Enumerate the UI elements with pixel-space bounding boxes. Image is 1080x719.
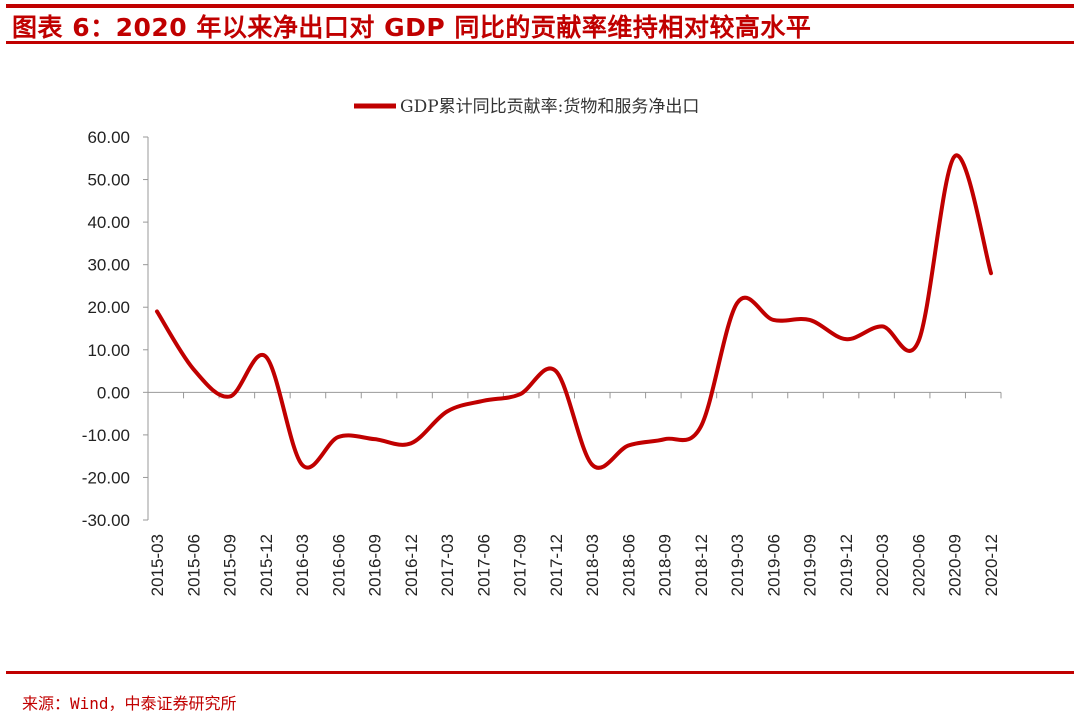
x-tick-label: 2018-09 bbox=[656, 534, 675, 596]
x-tick-label: 2016-06 bbox=[329, 534, 348, 596]
x-tick-label: 2017-06 bbox=[474, 534, 493, 596]
x-tick-label: 2016-09 bbox=[366, 534, 385, 596]
x-tick-label: 2015-09 bbox=[221, 534, 240, 596]
x-tick-label: 2017-12 bbox=[547, 534, 566, 596]
y-tick-label: 50.00 bbox=[87, 171, 130, 190]
x-tick-label: 2019-09 bbox=[801, 534, 820, 596]
y-tick-label: -10.00 bbox=[82, 426, 130, 445]
y-tick-label: 60.00 bbox=[87, 128, 130, 147]
y-tick-label: -30.00 bbox=[82, 511, 130, 530]
x-tick-label: 2019-12 bbox=[837, 534, 856, 596]
x-tick-label: 2016-03 bbox=[293, 534, 312, 596]
x-tick-label: 2019-06 bbox=[764, 534, 783, 596]
footer-rule bbox=[6, 671, 1074, 674]
x-tick-label: 2017-09 bbox=[511, 534, 530, 596]
x-tick-label: 2018-06 bbox=[619, 534, 638, 596]
title-top-rule bbox=[6, 4, 1074, 8]
y-tick-label: 30.00 bbox=[87, 256, 130, 275]
x-tick-label: 2017-03 bbox=[438, 534, 457, 596]
series-line bbox=[155, 153, 993, 470]
x-tick-label: 2015-12 bbox=[257, 534, 276, 596]
x-tick-label: 2020-03 bbox=[873, 534, 892, 596]
y-tick-label: -20.00 bbox=[82, 468, 130, 487]
figure-title: 图表 6：2020 年以来净出口对 GDP 同比的贡献率维持相对较高水平 bbox=[12, 13, 812, 42]
x-tick-label: 2018-12 bbox=[692, 534, 711, 596]
x-tick-label: 2018-03 bbox=[583, 534, 602, 596]
y-tick-label: 10.00 bbox=[87, 341, 130, 360]
legend-label: GDP累计同比贡献率:货物和服务净出口 bbox=[400, 97, 699, 117]
y-tick-label: 20.00 bbox=[87, 298, 130, 317]
x-tick-label: 2020-09 bbox=[946, 534, 965, 596]
title-bottom-rule bbox=[6, 41, 1074, 44]
x-tick-label: 2015-03 bbox=[148, 534, 167, 596]
x-tick-label: 2020-12 bbox=[982, 534, 1001, 596]
y-tick-label: 0.00 bbox=[97, 383, 130, 402]
x-tick-label: 2019-03 bbox=[728, 534, 747, 596]
x-tick-label: 2020-06 bbox=[909, 534, 928, 596]
x-tick-label: 2015-06 bbox=[184, 534, 203, 596]
x-tick-label: 2016-12 bbox=[402, 534, 421, 596]
source-note: 来源：Wind，中泰证券研究所 bbox=[22, 694, 237, 713]
y-tick-label: 40.00 bbox=[87, 213, 130, 232]
